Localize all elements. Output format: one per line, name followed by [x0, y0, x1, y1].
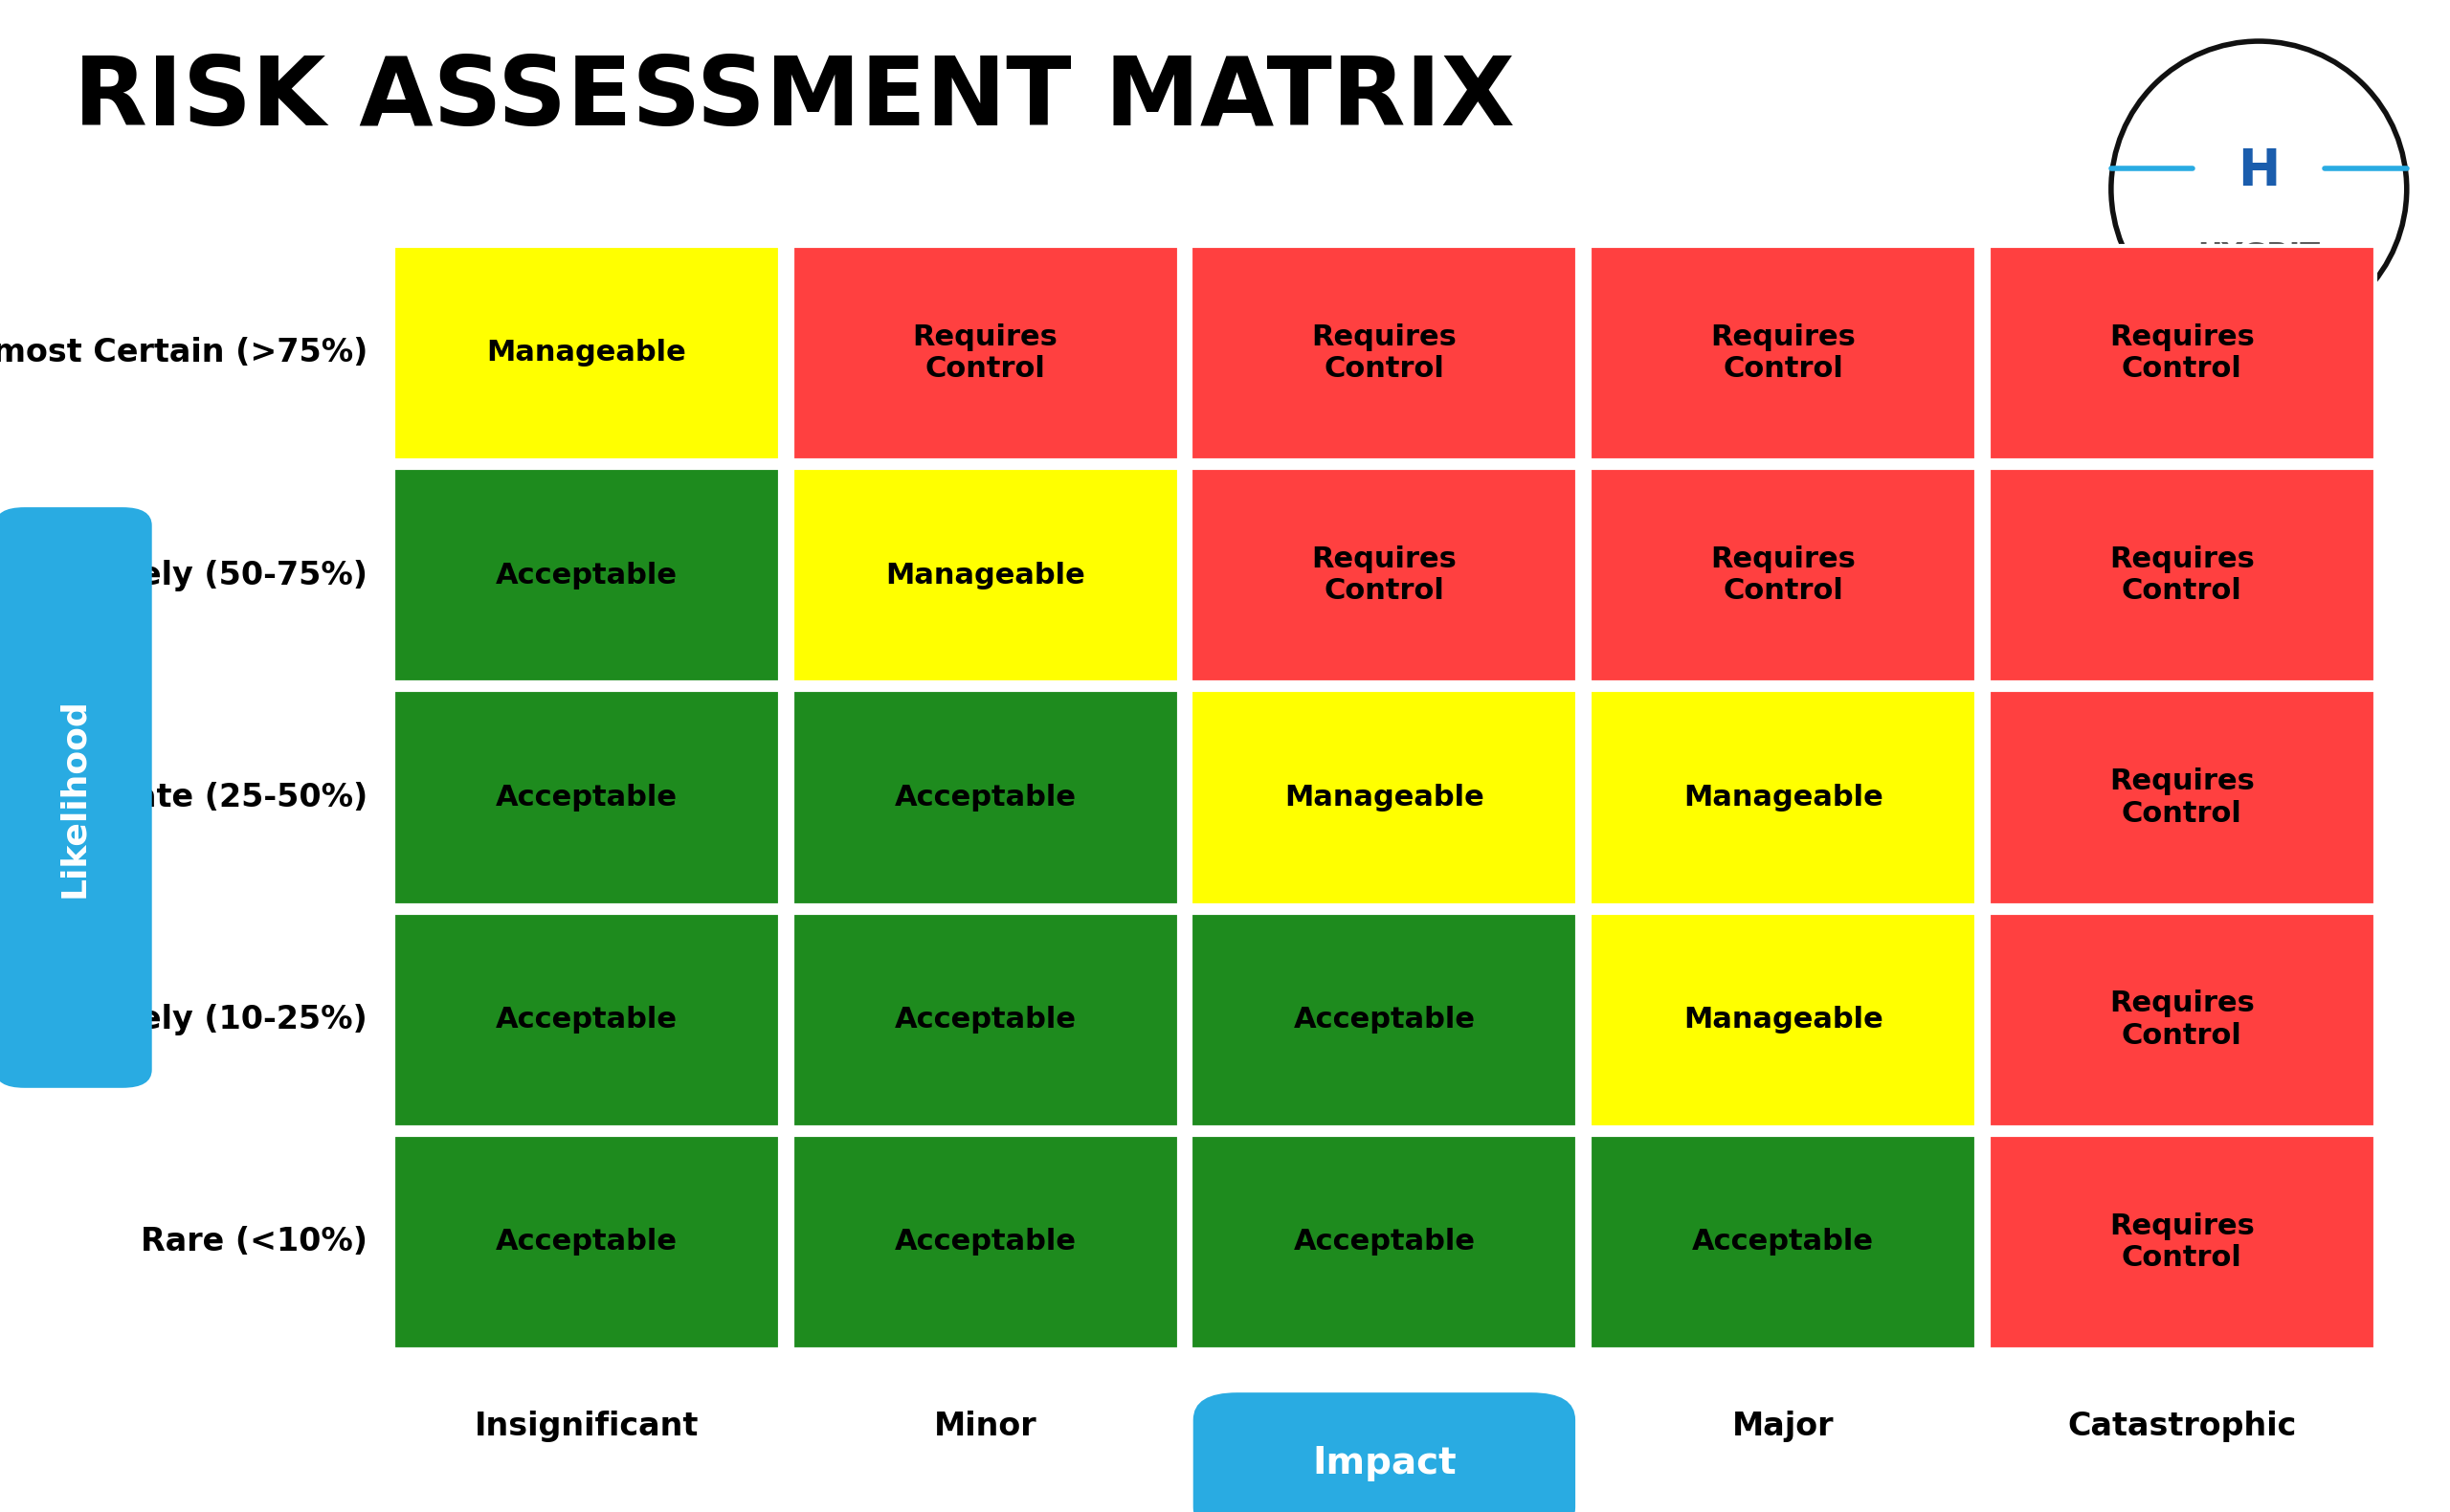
- Text: Acceptable: Acceptable: [1693, 1228, 1874, 1256]
- Text: Acceptable: Acceptable: [1294, 1005, 1475, 1034]
- Text: Acceptable: Acceptable: [894, 1005, 1076, 1034]
- Text: Requires
Control: Requires Control: [1710, 546, 1855, 605]
- Text: Unlikely (10-25%): Unlikely (10-25%): [49, 1004, 368, 1036]
- Text: Acceptable: Acceptable: [894, 783, 1076, 812]
- Text: Moderate: Moderate: [1299, 1411, 1470, 1442]
- Text: Likely (50-75%): Likely (50-75%): [88, 559, 368, 591]
- Text: Manageable: Manageable: [1284, 783, 1485, 812]
- Text: Moderate (25-50%): Moderate (25-50%): [20, 782, 368, 813]
- Text: Major: Major: [1732, 1411, 1835, 1442]
- Text: Manageable: Manageable: [884, 561, 1085, 590]
- Text: RISK ASSESSMENT MATRIX: RISK ASSESSMENT MATRIX: [74, 53, 1514, 145]
- Text: Manageable: Manageable: [1683, 783, 1884, 812]
- Circle shape: [2112, 41, 2406, 337]
- Text: Requires
Control: Requires Control: [2109, 990, 2254, 1049]
- Text: Rare (<10%): Rare (<10%): [140, 1226, 368, 1258]
- Text: Requires
Control: Requires Control: [1710, 324, 1855, 383]
- Text: Requires
Control: Requires Control: [2109, 324, 2254, 383]
- Text: Requires
Control: Requires Control: [1311, 546, 1458, 605]
- Text: Likelihood: Likelihood: [56, 697, 91, 898]
- Text: Impact: Impact: [1313, 1445, 1455, 1482]
- Text: Acceptable: Acceptable: [495, 783, 679, 812]
- Text: Insignificant: Insignificant: [475, 1411, 698, 1442]
- Text: Minor: Minor: [933, 1411, 1036, 1442]
- Text: Acceptable: Acceptable: [1294, 1228, 1475, 1256]
- Text: Requires
Control: Requires Control: [2109, 768, 2254, 827]
- Text: Almost Certain (>75%): Almost Certain (>75%): [0, 337, 368, 369]
- Text: Acceptable: Acceptable: [495, 1228, 679, 1256]
- Text: H: H: [2237, 147, 2281, 197]
- Text: Requires
Control: Requires Control: [1311, 324, 1458, 383]
- Text: HYGRIT: HYGRIT: [2198, 242, 2320, 269]
- Text: Requires
Control: Requires Control: [2109, 1213, 2254, 1272]
- Text: Acceptable: Acceptable: [495, 561, 679, 590]
- Text: Acceptable: Acceptable: [495, 1005, 679, 1034]
- Text: Manageable: Manageable: [1683, 1005, 1884, 1034]
- Text: Catastrophic: Catastrophic: [2068, 1411, 2296, 1442]
- Text: Manageable: Manageable: [488, 339, 686, 367]
- Text: Acceptable: Acceptable: [894, 1228, 1076, 1256]
- Text: Requires
Control: Requires Control: [2109, 546, 2254, 605]
- Text: Requires
Control: Requires Control: [914, 324, 1058, 383]
